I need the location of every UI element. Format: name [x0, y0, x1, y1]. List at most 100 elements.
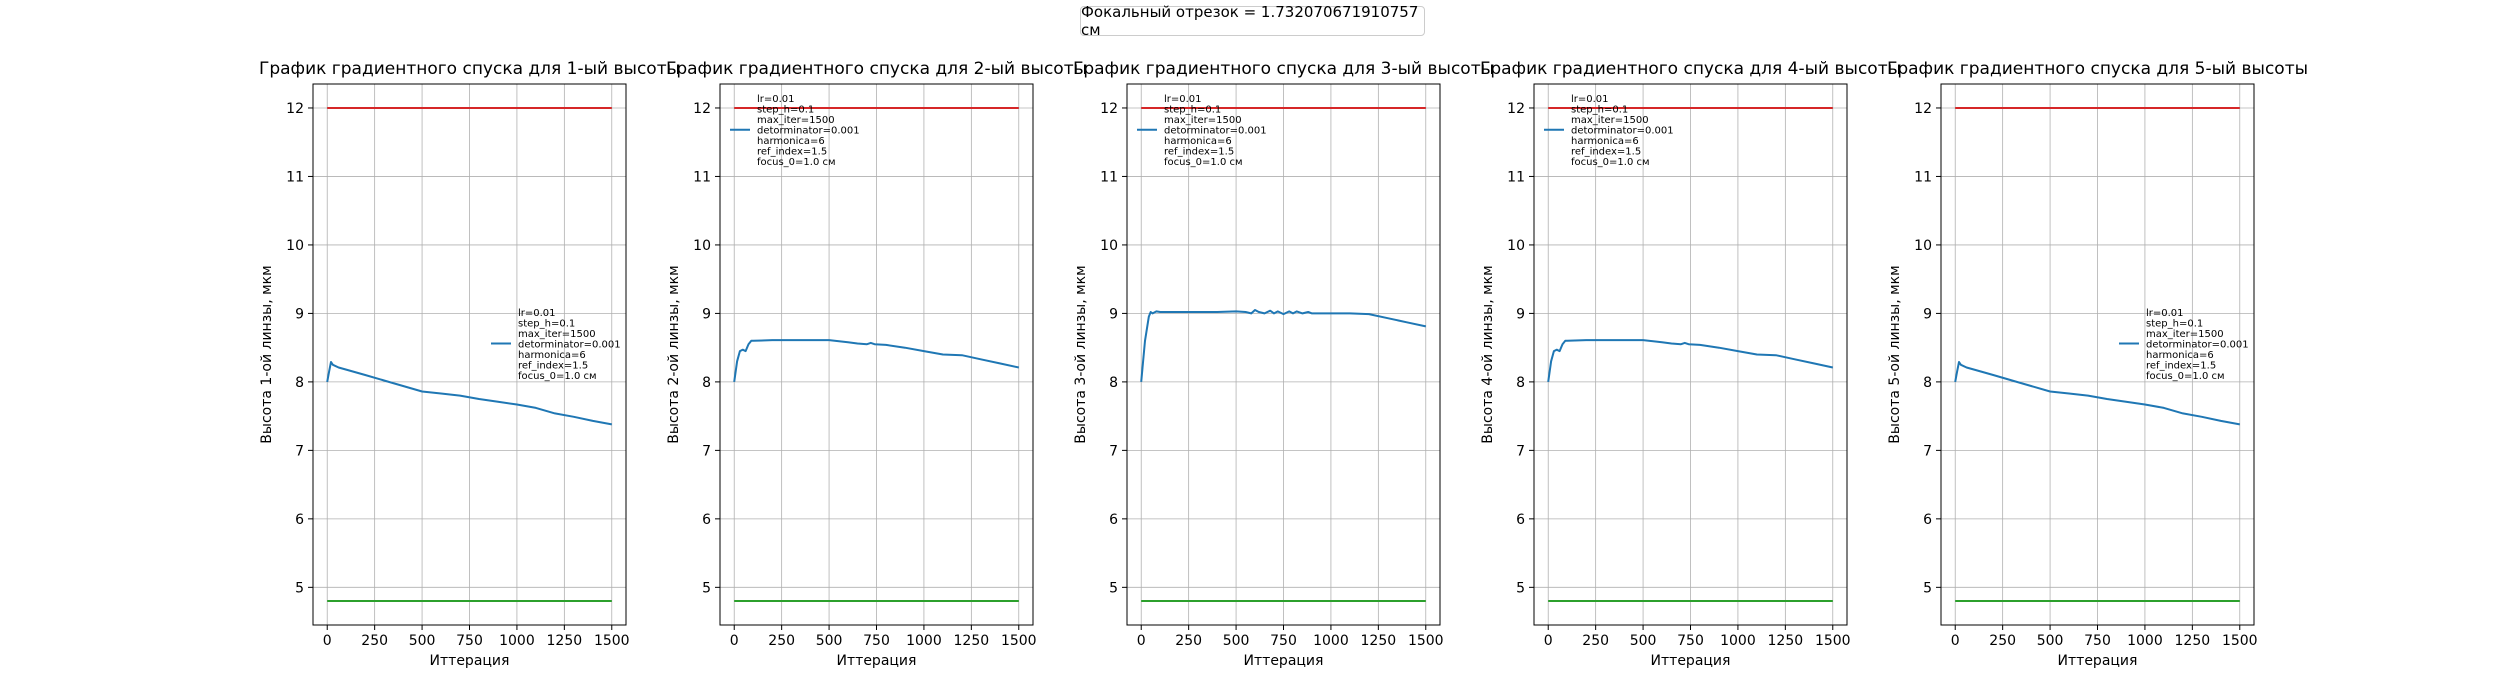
legend-text: lr=0.01 — [1164, 94, 1202, 105]
legend: lr=0.01step_h=0.1max_iter=1500detorminat… — [730, 94, 860, 168]
x-tick-label: 750 — [1677, 633, 1704, 649]
y-tick-label: 12 — [1914, 101, 1932, 117]
series-line-1 — [1140, 309, 1427, 382]
y-tick-label: 6 — [1516, 512, 1525, 528]
figure-suptitle: Фокальный отрезок = 1.732070671910757 см — [1080, 3, 1425, 39]
legend-text: step_h=0.1 — [1164, 105, 1221, 116]
y-tick-label: 10 — [286, 238, 304, 254]
y-tick-label: 9 — [1516, 306, 1525, 322]
legend-text: harmonica=6 — [1164, 136, 1232, 147]
x-tick-label: 1500 — [1408, 633, 1444, 649]
legend-text: ref_index=1.5 — [2146, 360, 2216, 371]
legend-text: detorminator=0.001 — [1571, 126, 1674, 137]
y-tick-label: 5 — [1516, 580, 1525, 596]
y-tick-label: 11 — [1100, 169, 1118, 185]
y-tick-label: 10 — [1914, 238, 1932, 254]
x-tick-label: 0 — [323, 633, 332, 649]
legend-text: harmonica=6 — [1571, 136, 1639, 147]
legend-text: detorminator=0.001 — [2146, 339, 2249, 350]
y-tick-label: 6 — [295, 512, 304, 528]
y-tick-label: 10 — [1100, 238, 1118, 254]
x-axis-label: Иттерация — [1244, 653, 1324, 669]
subplot-title: График градиентного спуска для 4-ый высо… — [1480, 59, 1901, 79]
y-tick-label: 9 — [1109, 306, 1118, 322]
x-tick-label: 250 — [1175, 633, 1202, 649]
legend-text: lr=0.01 — [1571, 94, 1609, 105]
y-tick-label: 5 — [295, 580, 304, 596]
subplot-title: График градиентного спуска для 1-ый высо… — [259, 59, 680, 79]
x-tick-label: 1250 — [1768, 633, 1804, 649]
legend: lr=0.01step_h=0.1max_iter=1500detorminat… — [2119, 308, 2249, 382]
y-tick-label: 6 — [702, 512, 711, 528]
subplot-title: График градиентного спуска для 2-ый высо… — [666, 59, 1087, 79]
y-tick-label: 11 — [1507, 169, 1525, 185]
x-tick-label: 500 — [816, 633, 843, 649]
legend: lr=0.01step_h=0.1max_iter=1500detorminat… — [1137, 94, 1267, 168]
x-tick-label: 1000 — [906, 633, 942, 649]
x-tick-label: 1000 — [2127, 633, 2163, 649]
x-tick-label: 1250 — [2175, 633, 2211, 649]
legend: lr=0.01step_h=0.1max_iter=1500detorminat… — [1544, 94, 1674, 168]
x-tick-label: 500 — [409, 633, 436, 649]
x-tick-label: 0 — [1544, 633, 1553, 649]
x-axis-label: Иттерация — [837, 653, 917, 669]
y-tick-label: 7 — [1923, 443, 1932, 459]
y-tick-label: 7 — [295, 443, 304, 459]
x-tick-label: 1250 — [1361, 633, 1397, 649]
x-tick-label: 0 — [730, 633, 739, 649]
y-tick-label: 12 — [1100, 101, 1118, 117]
legend-text: lr=0.01 — [2146, 308, 2184, 319]
x-tick-label: 1500 — [1815, 633, 1851, 649]
x-tick-label: 500 — [1630, 633, 1657, 649]
x-axis-label: Иттерация — [1651, 653, 1731, 669]
legend-text: focus_0=1.0 см — [2146, 371, 2225, 382]
y-tick-label: 5 — [1109, 580, 1118, 596]
y-tick-label: 11 — [1914, 169, 1932, 185]
y-tick-label: 9 — [1923, 306, 1932, 322]
subplot-title: График градиентного спуска для 3-ый высо… — [1073, 59, 1494, 79]
y-axis-label: Высота 1-ой линзы, мкм — [259, 265, 275, 443]
legend-text: step_h=0.1 — [518, 318, 575, 329]
y-tick-label: 8 — [1923, 375, 1932, 391]
legend-text: focus_0=1.0 см — [1571, 157, 1650, 168]
legend-text: ref_index=1.5 — [1571, 147, 1641, 158]
subplot-1: 0 250 500 750 1000 1250 1500 5 6 7 8 9 10 11 12 График … — [259, 59, 680, 669]
y-tick-label: 8 — [1109, 375, 1118, 391]
x-tick-label: 1000 — [499, 633, 535, 649]
y-tick-label: 9 — [702, 306, 711, 322]
x-tick-label: 500 — [1223, 633, 1250, 649]
legend-text: max_iter=1500 — [757, 115, 835, 126]
x-tick-label: 250 — [768, 633, 795, 649]
y-axis-label: Высота 2-ой линзы, мкм — [666, 265, 682, 443]
legend-text: detorminator=0.001 — [1164, 126, 1267, 137]
legend-text: step_h=0.1 — [757, 105, 814, 116]
subplot-3: 0 250 500 750 1000 1250 1500 5 6 7 8 9 10 11 12 График … — [1073, 59, 1494, 669]
x-tick-label: 750 — [1270, 633, 1297, 649]
x-tick-label: 1500 — [594, 633, 630, 649]
subplot-title: График градиентного спуска для 5-ый высо… — [1887, 59, 2308, 79]
legend-text: ref_index=1.5 — [518, 360, 588, 371]
y-axis-label: Высота 5-ой линзы, мкм — [1887, 265, 1903, 443]
x-tick-label: 750 — [2084, 633, 2111, 649]
y-tick-label: 7 — [1516, 443, 1525, 459]
y-tick-label: 7 — [1109, 443, 1118, 459]
y-tick-label: 8 — [295, 375, 304, 391]
y-tick-label: 8 — [1516, 375, 1525, 391]
legend-text: ref_index=1.5 — [1164, 147, 1234, 158]
x-tick-label: 500 — [2037, 633, 2064, 649]
legend-text: max_iter=1500 — [1571, 115, 1649, 126]
subplot-5: 0 250 500 750 1000 1250 1500 5 6 7 8 9 10 11 12 График … — [1887, 59, 2308, 669]
legend-text: focus_0=1.0 см — [757, 157, 836, 168]
y-tick-label: 6 — [1923, 512, 1932, 528]
legend-text: focus_0=1.0 см — [518, 371, 597, 382]
legend-text: max_iter=1500 — [1164, 115, 1242, 126]
legend-text: harmonica=6 — [757, 136, 825, 147]
legend-text: step_h=0.1 — [1571, 105, 1628, 116]
y-tick-label: 7 — [702, 443, 711, 459]
x-tick-label: 250 — [1989, 633, 2016, 649]
series-line-1 — [733, 339, 1020, 383]
legend-text: harmonica=6 — [2146, 350, 2214, 361]
y-tick-label: 12 — [693, 101, 711, 117]
